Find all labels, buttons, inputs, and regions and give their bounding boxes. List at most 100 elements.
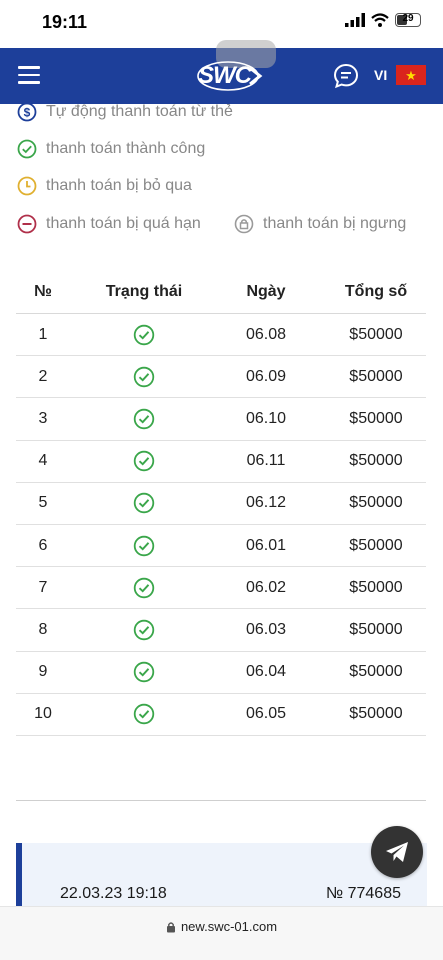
table-row: 6 06.01 $50000 [16, 525, 426, 568]
status-time: 19:11 [42, 12, 88, 32]
table-row: 2 06.09 $50000 [16, 356, 426, 399]
logo-text: SWC [198, 62, 252, 89]
legend-overdue-label: thanh toán bị quá hạn [46, 215, 201, 232]
check-circle-icon [133, 324, 155, 345]
table-row: 5 06.12 $50000 [16, 483, 426, 525]
table-row: 8 06.03 $50000 [16, 609, 426, 652]
check-circle-icon [133, 619, 155, 641]
row-number: 4 [38, 452, 48, 470]
check-circle-icon [133, 450, 155, 472]
row-status [92, 398, 196, 439]
row-date: 06.11 [246, 452, 286, 470]
battery-level: 29 [402, 13, 414, 24]
legend-success-label: thanh toán thành công [46, 140, 206, 157]
row-total: $50000 [349, 409, 403, 427]
table-row: 4 06.11 $50000 [16, 441, 426, 483]
row-number: 10 [34, 705, 52, 723]
section-divider [16, 800, 426, 801]
row-total: $50000 [349, 494, 403, 512]
row-total: $50000 [349, 536, 403, 554]
row-number: 2 [38, 367, 48, 385]
row-number: 9 [38, 663, 48, 681]
table-body: 1 06.08 $50000 2 06.09 $50000 3 06.10 $50000 4 06.… [16, 314, 426, 736]
legend-skipped: thanh toán bị bỏ qua [17, 176, 192, 196]
row-status [92, 694, 196, 735]
legend-stopped: thanh toán bị ngưng [234, 214, 406, 234]
wifi-icon [371, 13, 389, 27]
card-datetime: 22.03.23 19:18 [60, 885, 167, 902]
header-date: Ngày [246, 282, 286, 300]
battery-icon: 29 [395, 13, 421, 27]
table-header: № Trạng thái Ngày Tổng số [16, 270, 426, 314]
row-date: 06.04 [245, 663, 287, 681]
row-number: 6 [38, 536, 48, 554]
header-total: Tổng số [344, 282, 408, 300]
card-number: № 774685 [326, 885, 401, 902]
table-row: 9 06.04 $50000 [16, 652, 426, 694]
table-row: 10 06.05 $50000 [16, 694, 426, 736]
row-total: $50000 [349, 578, 403, 596]
row-date: 06.10 [245, 409, 287, 427]
legend-auto-payment: $ Tự động thanh toán từ thẻ [17, 102, 233, 122]
check-circle-icon [133, 493, 155, 514]
check-circle-icon [133, 535, 155, 556]
row-total: $50000 [349, 663, 403, 681]
check-circle-icon [133, 577, 155, 598]
hamburger-menu-button[interactable] [18, 66, 40, 84]
url-text: new.swc-01.com [180, 919, 278, 934]
row-total: $50000 [349, 620, 403, 638]
url-container[interactable]: new.swc-01.com [0, 919, 443, 934]
row-status [92, 314, 196, 355]
check-circle-icon [17, 139, 37, 159]
row-number: 3 [38, 409, 48, 427]
svg-text:$: $ [24, 106, 31, 120]
row-date: 06.08 [245, 325, 287, 343]
dollar-icon: $ [17, 102, 37, 122]
check-circle-icon [133, 704, 155, 725]
legend-skipped-label: thanh toán bị bỏ qua [46, 177, 192, 194]
row-status [92, 652, 196, 693]
language-selector[interactable]: VI [374, 67, 388, 83]
row-number: 1 [38, 325, 48, 343]
row-date: 06.02 [245, 578, 287, 596]
lock-icon [166, 921, 175, 932]
row-status [92, 483, 196, 524]
telegram-icon [386, 842, 408, 862]
row-date: 06.05 [245, 705, 287, 723]
check-circle-icon [133, 366, 155, 387]
row-status [92, 441, 196, 482]
lock-icon [234, 214, 254, 234]
row-status [92, 525, 196, 566]
clock-icon [17, 176, 37, 196]
browser-url-bar[interactable]: new.swc-01.com [0, 906, 443, 960]
legend-success: thanh toán thành công [17, 139, 205, 159]
row-date: 06.09 [245, 367, 287, 385]
row-number: 7 [38, 578, 48, 596]
legend-stopped-label: thanh toán bị ngưng [263, 215, 407, 232]
legend-overdue: thanh toán bị quá hạn [17, 214, 201, 234]
row-date: 06.12 [245, 494, 287, 512]
payments-table: № Trạng thái Ngày Tổng số 1 06.08 $50000 2 0… [16, 270, 426, 736]
row-total: $50000 [349, 705, 403, 723]
header-no: № [34, 282, 52, 300]
row-number: 8 [38, 620, 48, 638]
legend-auto-label: Tự động thanh toán từ thẻ [46, 103, 233, 120]
table-row: 3 06.10 $50000 [16, 398, 426, 441]
table-row: 7 06.02 $50000 [16, 567, 426, 610]
row-number: 5 [38, 494, 48, 512]
chat-icon[interactable] [333, 63, 359, 89]
check-circle-icon [133, 661, 155, 683]
swc-logo[interactable]: SWC [196, 40, 276, 98]
row-status [92, 609, 196, 650]
row-date: 06.03 [245, 620, 287, 638]
app-header: SWC VI ★ [0, 40, 443, 104]
vietnam-flag-icon[interactable]: ★ [396, 65, 426, 85]
payment-card[interactable]: 22.03.23 19:18 № 774685 [16, 843, 427, 913]
row-status [92, 567, 196, 608]
telegram-button[interactable] [371, 826, 423, 878]
check-circle-icon [133, 408, 155, 430]
table-row: 1 06.08 $50000 [16, 314, 426, 357]
row-date: 06.01 [245, 536, 287, 554]
signal-icon [345, 13, 365, 27]
row-total: $50000 [349, 325, 403, 343]
